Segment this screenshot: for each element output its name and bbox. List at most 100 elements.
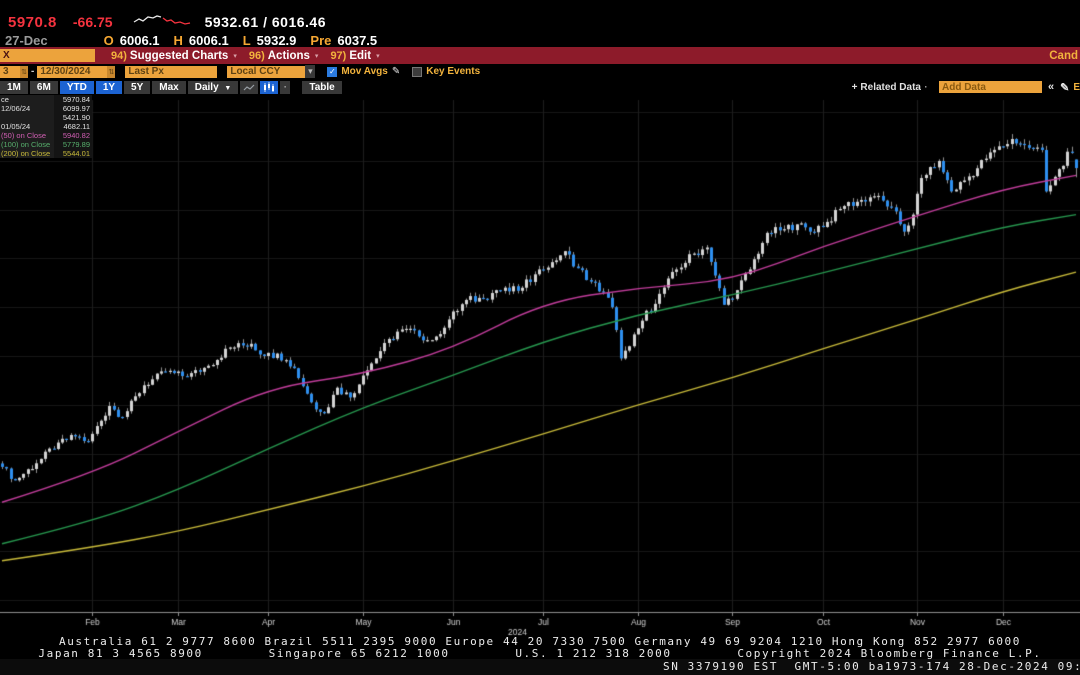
legend-row-high: 12/06/24 6099.97 — [0, 104, 92, 113]
table-button[interactable]: Table — [302, 80, 342, 94]
pencil-icon[interactable]: ✎ — [1060, 81, 1070, 94]
collapse-chevron-icon[interactable]: « — [1047, 81, 1055, 93]
menu-bar: X 94) Suggested Charts ▾ 96) Actions ▾ 9… — [0, 47, 1080, 64]
tab-ytd[interactable]: YTD — [59, 80, 94, 94]
legend-label: (50) on Close — [1, 131, 47, 140]
ohlc-row: 27-Dec O 6006.1 H 6006.1 L 5932.9 Pre 60… — [0, 33, 1080, 48]
legend-value: 6099.97 — [54, 104, 92, 113]
frequency-label: Daily — [194, 81, 219, 93]
key-events-label[interactable]: Key Events — [426, 66, 481, 77]
legend-value: 5779.89 — [54, 140, 92, 149]
legend-value: 5421.90 — [54, 113, 92, 122]
open-value: 6006.1 — [119, 33, 160, 48]
terminal-status-text: SN 3379190 EST GMT-5:00 ba1973-174 28-De… — [663, 660, 1080, 673]
currency-select[interactable]: Local CCY — [227, 65, 306, 78]
date-from-text: 3 — [3, 66, 9, 77]
check-icon: ✓ — [328, 67, 336, 76]
price-change: -66.75 — [72, 14, 113, 30]
ticker-text: X — [3, 50, 10, 61]
legend-value: 5940.82 — [54, 131, 92, 140]
low-label: L — [242, 33, 251, 48]
date-to-input[interactable]: 12/30/2024 — [37, 65, 108, 78]
status-bar: SN 3379190 EST GMT-5:00 ba1973-174 28-De… — [0, 659, 1080, 675]
chevron-down-icon: ▾ — [376, 52, 380, 60]
mov-avgs-label[interactable]: Mov Avgs — [341, 66, 388, 77]
add-data-input[interactable]: Add Data — [938, 81, 1042, 93]
legend-row-average: 5421.90 — [0, 113, 92, 122]
menu-hotkey: 97) — [330, 49, 347, 62]
legend-label: (200) on Close — [1, 149, 51, 158]
legend-label: (100) on Close — [1, 140, 51, 149]
tab-1m[interactable]: 1M — [0, 80, 28, 94]
date-from-input[interactable]: 3 — [0, 65, 20, 78]
spinner-icon[interactable]: ⇅ — [107, 65, 116, 78]
legend-label: ce — [1, 95, 9, 104]
plus-icon: + — [851, 81, 858, 93]
quote-row: 5970.8 -66.75 5932.61 / 6016.46 — [0, 12, 1080, 32]
date-to-text: 12/30/2024 — [40, 66, 91, 77]
pencil-icon[interactable]: ✎ — [391, 66, 401, 77]
footer-contacts-line1: Australia 61 2 9777 8600 Brazil 5511 239… — [58, 635, 1022, 648]
legend-value: 5544.01 — [54, 149, 92, 158]
legend-label: 01/05/24 — [1, 122, 31, 131]
add-data-placeholder: Add Data — [941, 81, 986, 93]
edit-truncated-label[interactable]: E — [1073, 81, 1080, 93]
menu-label: Edit — [349, 49, 372, 62]
open-label: O — [103, 33, 114, 48]
menu-label: Actions — [267, 49, 310, 62]
pre-value: 6037.5 — [337, 33, 378, 48]
price-chart-canvas[interactable] — [0, 94, 1080, 636]
legend-row-sma200: (200) on Close 5544.01 — [0, 149, 92, 158]
tab-6m[interactable]: 6M — [29, 80, 58, 94]
legend-label: 12/06/24 — [1, 104, 31, 113]
menu-label: Suggested Charts — [129, 49, 229, 62]
low-value: 5932.9 — [256, 33, 297, 48]
mov-avgs-checkbox[interactable]: ✓ — [327, 66, 338, 77]
date-range-separator: - — [31, 66, 35, 77]
menu-edit[interactable]: 97) Edit ▾ — [330, 50, 379, 62]
chart-controls-row: 3 ⇅ - 12/30/2024 ⇅ Last Px Local CCY ▾ ✓… — [0, 64, 484, 79]
candlestick-icon — [264, 81, 275, 92]
menu-actions[interactable]: 96) Actions ▾ — [249, 50, 319, 62]
high-value: 6006.1 — [188, 33, 229, 48]
legend-value: 5970.84 — [54, 95, 92, 104]
legend-value: 4682.11 — [54, 122, 92, 131]
chevron-down-icon: ▾ — [314, 52, 319, 60]
menu-suggested-charts[interactable]: 94) Suggested Charts ▾ — [111, 50, 237, 62]
pre-label: Pre — [310, 33, 332, 48]
key-events-checkbox[interactable] — [412, 66, 423, 77]
legend-row-last-price: ce 5970.84 — [0, 95, 92, 104]
frequency-select[interactable]: Daily ▼ — [187, 80, 239, 94]
high-label: H — [173, 33, 183, 48]
related-data-button[interactable]: Related Data — [860, 81, 921, 93]
candle-chart-type-button[interactable] — [260, 80, 279, 94]
period-tab-row: 1M 6M YTD 1Y 5Y Max Daily ▼ · Table + Re… — [0, 80, 1080, 94]
line-chart-type-button[interactable] — [240, 80, 259, 94]
price-field-text: Last Px — [128, 66, 164, 77]
line-chart-icon — [243, 84, 255, 90]
chevron-down-icon: ▾ — [233, 52, 237, 60]
tab-1y[interactable]: 1Y — [95, 80, 123, 94]
chart-type-dropdown-icon[interactable]: · — [280, 80, 291, 94]
tab-max[interactable]: Max — [152, 80, 186, 94]
legend-row-sma100: (100) on Close 5779.89 — [0, 140, 92, 149]
caret-down-icon: ▼ — [224, 84, 232, 92]
day-range: 5932.61 / 6016.46 — [204, 14, 326, 30]
menu-hotkey: 94) — [111, 49, 127, 62]
ticker-input[interactable]: X — [0, 49, 95, 62]
related-data-cluster: + Related Data · Add Data « ✎ E — [852, 81, 1080, 94]
price-field-select[interactable]: Last Px — [125, 65, 218, 78]
ohlc-date: 27-Dec — [5, 33, 48, 48]
last-price: 5970.8 — [8, 13, 57, 31]
mini-sparkline — [133, 13, 191, 31]
tab-5y[interactable]: 5Y — [124, 80, 151, 94]
chart-legend: ce 5970.84 12/06/24 6099.97 5421.90 01/0… — [0, 95, 92, 158]
spinner-icon[interactable]: ⇅ — [20, 65, 28, 78]
currency-dropdown-icon[interactable]: ▾ — [305, 65, 316, 78]
currency-text: Local CCY — [230, 66, 281, 77]
legend-row-low: 01/05/24 4682.11 — [0, 122, 92, 131]
menu-hotkey: 96) — [248, 49, 265, 62]
related-data-dropdown-icon[interactable]: · — [924, 82, 928, 92]
legend-row-sma50: (50) on Close 5940.82 — [0, 131, 92, 140]
